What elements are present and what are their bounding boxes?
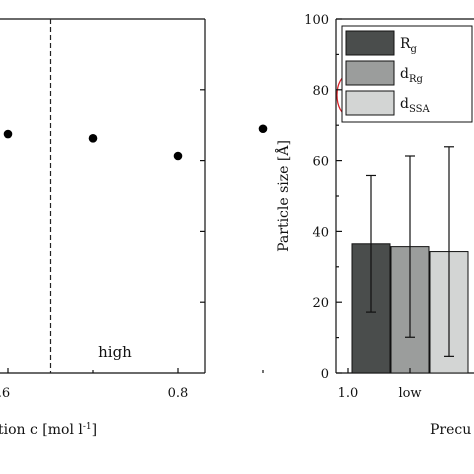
scatter-panel: .6 0.8 1.0 high tion c [mol l-1] xyxy=(0,18,360,438)
y-tick-label: 60 xyxy=(312,155,329,170)
legend-swatch xyxy=(345,90,395,116)
x-axis-title: tion c [mol l-1] xyxy=(0,422,97,438)
data-point xyxy=(258,124,268,134)
bar-panel: 0 20 40 60 80 100 Particle size [Å] low Precu Rgd… xyxy=(274,13,474,438)
y-tick-label: 100 xyxy=(304,13,329,28)
x-axis-title: Precu xyxy=(430,422,471,438)
y-tick-label: 20 xyxy=(312,296,329,311)
y-axis-title: Particle size [Å] xyxy=(274,140,292,252)
y-tick-label: 80 xyxy=(312,84,329,99)
data-point xyxy=(3,129,13,139)
y-tick-label: 0 xyxy=(321,367,329,382)
region-label: high xyxy=(98,343,132,361)
data-point xyxy=(173,151,183,161)
x-tick-label: .6 xyxy=(0,386,10,401)
x-tick-label: 0.8 xyxy=(168,386,189,401)
data-point xyxy=(88,133,98,143)
x-tick-label: low xyxy=(398,386,421,401)
legend-swatch xyxy=(345,30,395,56)
legend-swatch xyxy=(345,60,395,86)
y-tick-label: 40 xyxy=(312,225,329,240)
x-tick-label: 1.0 xyxy=(338,386,359,401)
